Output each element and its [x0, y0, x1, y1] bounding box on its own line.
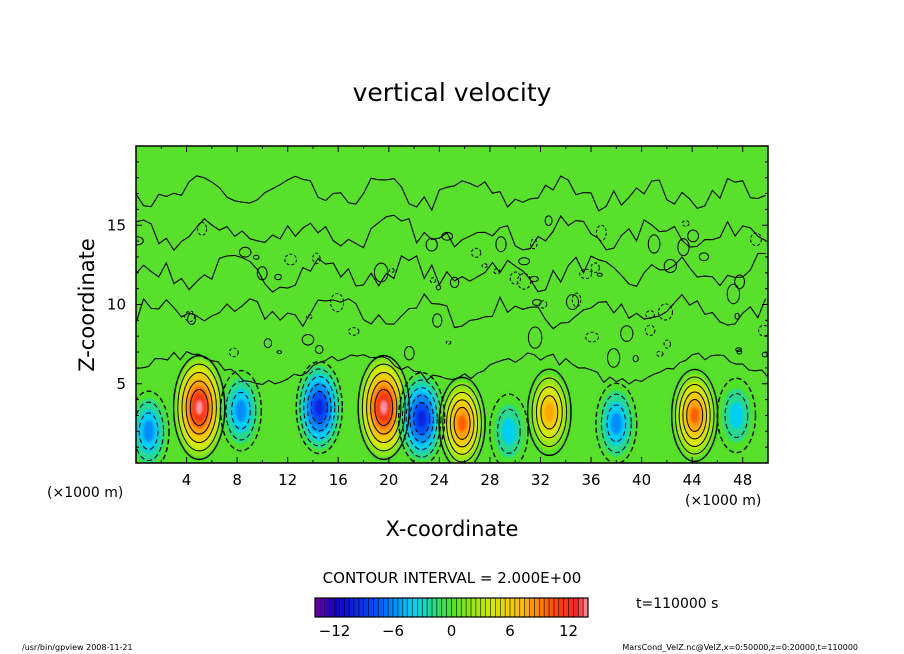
- colorbar-tick-2: 0: [447, 622, 457, 640]
- cell-1: [171, 351, 227, 463]
- x-units-right: (×1000 m): [685, 493, 761, 509]
- x-tick-label-10: 44: [683, 471, 702, 489]
- x-tick-label-3: 16: [329, 471, 348, 489]
- x-tick-label-9: 40: [632, 471, 651, 489]
- z-axis-label: Z-coordinate: [75, 238, 99, 372]
- x-axis-ticks: 4 8 12 16 20 24 28 32 36 40 44 48: [160, 146, 752, 489]
- x-axis-label: X-coordinate: [386, 517, 519, 541]
- x-tick-label-6: 28: [480, 471, 499, 489]
- x-tick-label-0: 4: [182, 471, 192, 489]
- colorbar-tick-4: 12: [559, 622, 578, 640]
- x-tick-label-7: 32: [531, 471, 550, 489]
- z-axis-ticks: 5 10 15: [107, 161, 768, 448]
- colorbar-tick-3: 6: [505, 622, 515, 640]
- cell-10: [669, 365, 720, 463]
- colorbar-frame: [314, 597, 589, 618]
- cell-8: [525, 365, 573, 460]
- x-tick-label-8: 36: [581, 471, 600, 489]
- cell-0: [136, 387, 171, 463]
- x-tick-label-2: 12: [278, 471, 297, 489]
- cell-3: [294, 357, 345, 458]
- cell-2: [218, 367, 264, 455]
- chart-title: vertical velocity: [353, 78, 552, 107]
- cell-9: [594, 379, 639, 463]
- contour-lines: [136, 175, 768, 463]
- z-tick-label-1: 10: [107, 296, 126, 314]
- colorbar-tick-1: −6: [382, 622, 404, 640]
- footer-left: /usr/bin/gpview 2008-11-21: [22, 643, 133, 652]
- x-tick-label-11: 48: [733, 471, 752, 489]
- cell-5: [396, 368, 447, 463]
- contour-interval: CONTOUR INTERVAL = 2.000E+00: [323, 569, 582, 587]
- footer-right: MarsCond_VelZ.nc@VelZ,x=0:50000,z=0:2000…: [622, 643, 858, 652]
- colorbar-tick-0: −12: [319, 622, 351, 640]
- x-units-left: (×1000 m): [47, 485, 123, 501]
- cell-11: [715, 375, 758, 456]
- z-tick-label-2: 15: [107, 216, 126, 234]
- x-tick-label-5: 24: [430, 471, 449, 489]
- colorbar: −12 −6 0 6 12: [314, 597, 589, 640]
- time-label: t=110000 s: [636, 596, 718, 612]
- z-tick-label-0: 5: [116, 375, 126, 393]
- x-tick-label-4: 20: [379, 471, 398, 489]
- x-tick-label-1: 8: [232, 471, 242, 489]
- cell-7: [488, 390, 530, 463]
